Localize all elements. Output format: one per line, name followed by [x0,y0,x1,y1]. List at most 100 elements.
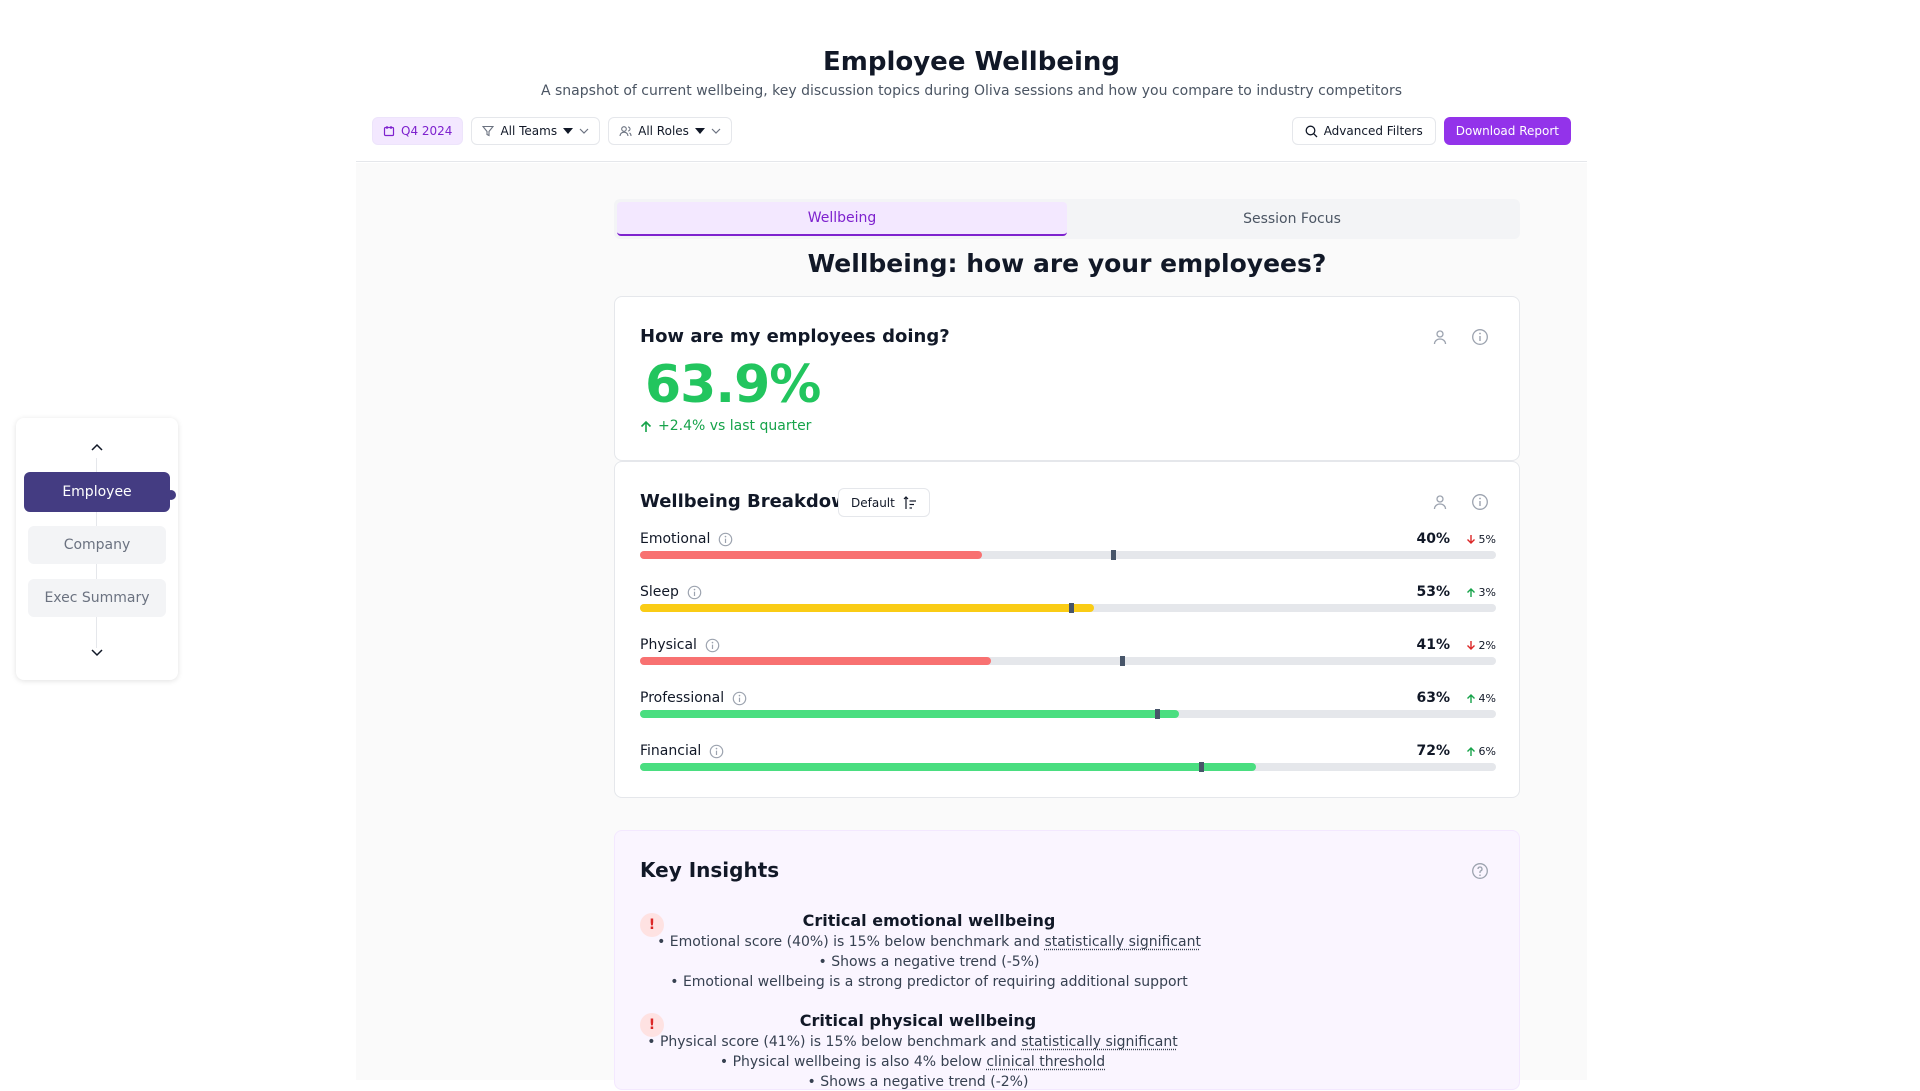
insight-heading: Critical emotional wellbeing [640,911,1218,930]
metric-progress-fill [640,604,1094,612]
metric-label: Emotional [640,531,733,547]
statistically-significant-link[interactable]: statistically significant [1044,934,1201,950]
metric-row-professional: Professional 63% 4% [640,690,1496,726]
metric-change-value: 6% [1479,745,1496,758]
roles-filter[interactable]: All Roles [608,117,732,145]
users-icon [619,125,632,137]
metric-progress-fill [640,657,991,665]
key-insights-card: Key Insights ! Critical emotional wellbe… [614,830,1520,1090]
wellbeing-breakdown-card: Wellbeing Breakdown Default Emotional 40%… [614,461,1520,798]
roles-filter-label: All Roles [638,124,689,138]
metric-progress-bar [640,551,1496,559]
caret-down-icon [695,127,705,135]
info-icon[interactable] [1471,493,1489,511]
metric-progress-fill [640,551,982,559]
insight-line: • Shows a negative trend (-5%) [640,954,1218,970]
filter-bar: Q4 2024 All Teams All Roles [372,117,732,145]
metric-change: 2% [1466,639,1496,652]
advanced-filters-label: Advanced Filters [1324,124,1423,138]
insight-line: • Physical wellbeing is also 4% below cl… [640,1054,1185,1070]
metric-name: Financial [640,743,701,759]
calendar-icon [383,125,395,137]
sort-icon [903,496,917,510]
arrow-up-icon [1466,746,1476,757]
nav-active-indicator [166,490,176,500]
nav-item-employee[interactable]: Employee [24,472,170,512]
metric-percentage: 53% [1416,584,1450,600]
metric-progress-fill [640,763,1256,771]
page-title: Employee Wellbeing [356,47,1587,77]
info-icon[interactable] [718,532,733,547]
period-selector[interactable]: Q4 2024 [372,117,463,145]
metric-change-value: 3% [1479,586,1496,599]
metric-change: 3% [1466,586,1496,599]
metric-percentage: 63% [1416,690,1450,706]
chevron-down-icon [90,648,104,658]
overall-trend-text: +2.4% vs last quarter [658,418,811,434]
clinical-threshold-link[interactable]: clinical threshold [986,1054,1105,1070]
benchmark-marker [1199,762,1204,772]
info-icon[interactable] [709,744,724,759]
arrow-up-icon [1466,693,1476,704]
metric-row-emotional: Emotional 40% 5% [640,531,1496,567]
chevron-down-icon [711,127,721,135]
help-icon[interactable] [1471,862,1489,880]
metric-name: Emotional [640,531,710,547]
advanced-filters-button[interactable]: Advanced Filters [1292,117,1436,145]
metric-change-value: 2% [1479,639,1496,652]
nav-down-button[interactable] [86,642,108,664]
insight-item: ! Critical emotional wellbeing • Emotion… [640,911,1496,1001]
metric-change: 5% [1466,533,1496,546]
metric-percentage: 41% [1416,637,1450,653]
insight-line: • Physical score (41%) is 15% below benc… [640,1034,1185,1050]
insight-text: • Emotional score (40%) is 15% below ben… [657,934,1044,950]
sort-button[interactable]: Default [838,488,930,517]
arrow-up-icon [1466,587,1476,598]
nav-item-company[interactable]: Company [28,526,166,564]
insight-heading: Critical physical wellbeing [640,1011,1196,1030]
page-subtitle: A snapshot of current wellbeing, key dis… [356,83,1587,99]
statistically-significant-link[interactable]: statistically significant [1021,1034,1178,1050]
tab-session-focus[interactable]: Session Focus [1067,202,1517,236]
metric-change: 4% [1466,692,1496,705]
breakdown-title: Wellbeing Breakdown [640,491,861,512]
tab-wellbeing[interactable]: Wellbeing [617,202,1067,236]
metric-percentage: 40% [1416,531,1450,547]
download-report-button[interactable]: Download Report [1444,117,1571,145]
info-icon[interactable] [1471,328,1489,346]
metric-progress-bar [640,604,1496,612]
tab-bar: Wellbeing Session Focus [614,199,1520,239]
overall-score: 63.9% [645,355,820,415]
section-nav: Employee Company Exec Summary [16,418,178,680]
section-heading: Wellbeing: how are your employees? [614,249,1520,278]
metric-label: Sleep [640,584,702,600]
chevron-up-icon [90,442,104,452]
info-icon[interactable] [687,585,702,600]
user-icon[interactable] [1431,493,1449,511]
user-icon[interactable] [1431,328,1449,346]
metric-label: Financial [640,743,724,759]
teams-filter-label: All Teams [500,124,557,138]
arrow-down-icon [1466,640,1476,651]
arrow-down-icon [1466,534,1476,545]
header-actions: Advanced Filters Download Report [1292,117,1571,145]
page-header: Employee Wellbeing A snapshot of current… [356,0,1587,162]
metric-row-sleep: Sleep 53% 3% [640,584,1496,620]
info-icon[interactable] [705,638,720,653]
nav-up-button[interactable] [86,436,108,458]
caret-down-icon [563,127,573,135]
metric-change-value: 5% [1479,533,1496,546]
metric-name: Professional [640,690,724,706]
metric-percentage: 72% [1416,743,1450,759]
metric-change: 6% [1466,745,1496,758]
arrow-up-icon [640,420,652,433]
overall-trend: +2.4% vs last quarter [640,418,811,434]
insight-line: • Emotional score (40%) is 15% below ben… [640,934,1218,950]
nav-item-exec-summary[interactable]: Exec Summary [28,579,166,617]
metric-progress-bar [640,710,1496,718]
overall-card-title: How are my employees doing? [640,326,950,347]
metric-progress-bar [640,763,1496,771]
metric-row-financial: Financial 72% 6% [640,743,1496,779]
teams-filter[interactable]: All Teams [471,117,600,145]
info-icon[interactable] [732,691,747,706]
